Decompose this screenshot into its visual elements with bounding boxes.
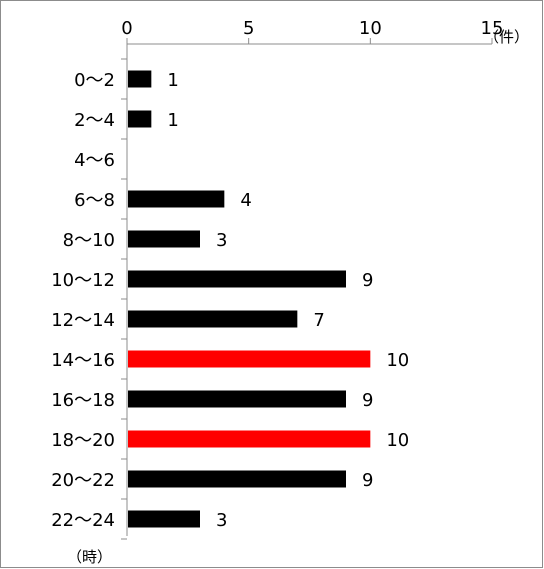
bar <box>128 310 298 328</box>
category-label: 12〜14 <box>51 310 115 331</box>
category-label: 8〜10 <box>63 230 115 251</box>
bar <box>128 190 225 208</box>
x-tick-label: 10 <box>359 18 382 39</box>
x-tick-label: 15 <box>481 18 504 39</box>
bar <box>128 510 200 528</box>
category-label: 16〜18 <box>51 390 115 411</box>
data-label: 3 <box>216 510 227 531</box>
bar <box>128 270 346 288</box>
data-label: 9 <box>362 270 373 291</box>
category-label: 10〜12 <box>51 270 115 291</box>
data-label: 10 <box>386 430 409 451</box>
data-label: 4 <box>240 190 251 211</box>
bar <box>128 230 200 248</box>
category-label: 22〜24 <box>51 510 115 531</box>
data-label: 9 <box>362 470 373 491</box>
label-layer: 0 5 10 15 0〜2 1 2〜4 1 4〜6 6〜8 4 8〜10 3 10〜12 9 12〜14 7 14… <box>51 18 503 531</box>
bar <box>128 390 346 408</box>
category-label: 14〜16 <box>51 350 115 371</box>
category-label: 2〜4 <box>74 110 115 131</box>
category-label: 4〜6 <box>74 150 115 171</box>
bar-highlight <box>128 430 371 448</box>
y-unit-label: （時） <box>67 548 112 566</box>
category-label: 20〜22 <box>51 470 115 491</box>
x-tick-label: 0 <box>121 18 132 39</box>
bar-highlight <box>128 350 371 368</box>
data-label: 3 <box>216 230 227 251</box>
category-label: 18〜20 <box>51 430 115 451</box>
x-tick-label: 5 <box>243 18 254 39</box>
category-label: 0〜2 <box>74 70 115 91</box>
data-label: 9 <box>362 390 373 411</box>
x-unit-label: （件） <box>484 28 529 46</box>
data-label: 1 <box>167 110 178 131</box>
bar <box>128 110 152 128</box>
data-label: 7 <box>313 310 324 331</box>
bar <box>128 470 346 488</box>
category-label: 6〜8 <box>74 190 115 211</box>
axis-layer <box>121 38 493 540</box>
bar-layer <box>128 70 371 528</box>
bar <box>128 70 152 88</box>
data-label: 1 <box>167 70 178 91</box>
data-label: 10 <box>386 350 409 371</box>
